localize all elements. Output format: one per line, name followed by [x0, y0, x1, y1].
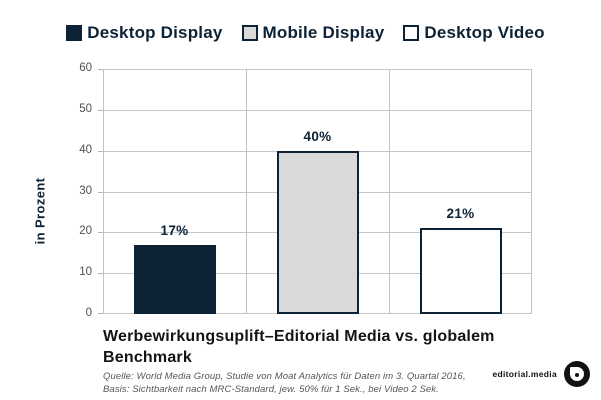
y-tick-mark-20 [98, 232, 103, 233]
legend-swatch-desktop-display [66, 25, 83, 41]
bar-value-label: 17% [160, 223, 189, 238]
gridline-y-50 [103, 110, 532, 111]
chart-legend: Desktop Display Mobile Display Desktop V… [0, 20, 601, 46]
y-axis: 0 10 20 30 40 50 60 [55, 62, 103, 319]
y-tick-label-20: 20 [79, 225, 92, 237]
legend-label: Mobile Display [262, 23, 385, 42]
legend-item-desktop-video: Desktop Video [403, 23, 545, 43]
legend-label: Desktop Video [424, 23, 545, 42]
chart-source: Quelle: World Media Group, Studie von Mo… [103, 370, 523, 397]
brand: editorial.media [492, 361, 590, 387]
legend-item-mobile-display: Mobile Display [241, 23, 385, 43]
logo-dot [575, 373, 579, 377]
gridline-x-1 [246, 69, 247, 314]
y-tick-mark-40 [98, 151, 103, 152]
y-tick-label-40: 40 [79, 144, 92, 156]
gridline-x-3 [531, 69, 532, 314]
editorial-media-logo-icon [564, 361, 590, 387]
chart-source-line: Quelle: World Media Group, Studie von Mo… [103, 371, 466, 382]
logo-shape [570, 367, 584, 381]
bar-value-label: 21% [446, 206, 475, 221]
y-tick-mark-10 [98, 273, 103, 274]
y-tick-label-30: 30 [79, 185, 92, 197]
legend-swatch-desktop-video [403, 25, 420, 41]
chart-title: Werbewirkungsuplift–Editorial Media vs. … [103, 328, 495, 367]
legend-swatch-mobile-display [241, 25, 258, 41]
plot-area: 17% 40% 21% [103, 69, 532, 314]
bar-mobile-display [277, 151, 359, 314]
brand-name: editorial.media [492, 369, 557, 379]
legend-item-desktop-display: Desktop Display [66, 23, 222, 43]
y-tick-mark-50 [98, 110, 103, 111]
y-tick-mark-60 [98, 69, 103, 70]
chart-source-line: Basis: Sichtbarkeit nach MRC-Standard, j… [103, 384, 439, 396]
y-tick-label-60: 60 [79, 62, 92, 74]
y-tick-label-0: 0 [85, 307, 92, 319]
y-axis-title: in Prozent [32, 177, 48, 245]
y-tick-label-50: 50 [79, 103, 92, 115]
y-tick-mark-30 [98, 192, 103, 193]
gridline-y-60 [103, 69, 532, 70]
legend-label: Desktop Display [87, 23, 223, 42]
y-tick-label-10: 10 [79, 266, 92, 278]
gridline-x-2 [389, 69, 390, 314]
bar-value-label: 40% [303, 129, 332, 144]
y-tick-mark-0 [98, 313, 103, 314]
bar-desktop-video [420, 228, 502, 314]
bar-desktop-display [134, 245, 216, 314]
gridline-x-0 [103, 69, 104, 314]
